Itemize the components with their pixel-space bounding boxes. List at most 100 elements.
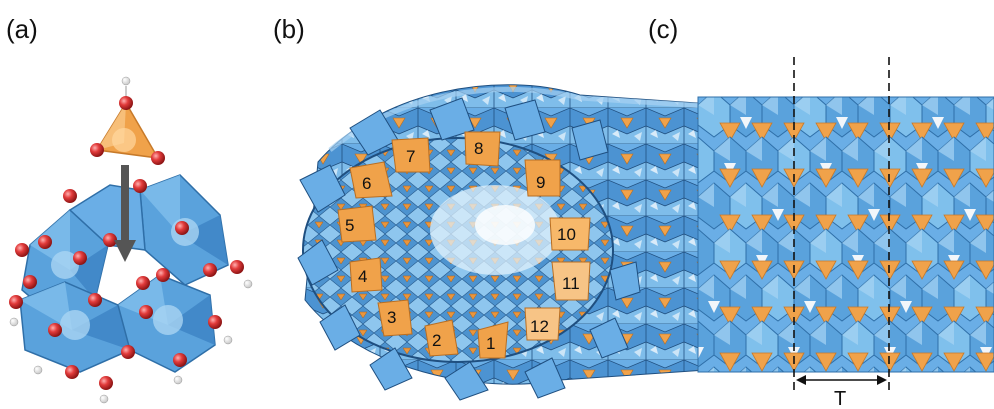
lattice-tetrahedron bbox=[719, 122, 741, 142]
lattice-tetrahedron bbox=[975, 260, 994, 280]
lattice-octahedron-face bbox=[964, 367, 970, 372]
lattice-octahedron-face bbox=[810, 137, 826, 161]
lattice-octahedron-face bbox=[708, 367, 714, 372]
lattice-octahedron-face bbox=[762, 275, 778, 299]
lattice-tetrahedron bbox=[751, 168, 773, 188]
lattice-octahedron-face bbox=[906, 229, 922, 253]
lattice-gap bbox=[804, 301, 816, 313]
lattice-tetrahedron bbox=[911, 352, 933, 372]
lattice-octahedron-face bbox=[778, 229, 794, 253]
lattice-tetrahedron bbox=[815, 352, 837, 372]
tetrahedron-11: 11 bbox=[551, 261, 591, 301]
lattice-octahedron-face bbox=[938, 229, 954, 253]
lattice-octahedron bbox=[771, 366, 785, 372]
lattice-octahedron-face bbox=[836, 367, 842, 372]
ring-number-10: 10 bbox=[557, 225, 576, 244]
lattice-tetrahedron bbox=[815, 168, 837, 188]
lattice-octahedron bbox=[899, 366, 913, 372]
hydrogen-atoms bbox=[9, 279, 253, 404]
lattice-gap bbox=[772, 209, 784, 221]
lattice-octahedron-face bbox=[842, 229, 858, 253]
lattice-tetrahedron bbox=[943, 352, 965, 372]
lattice-octahedron-face bbox=[932, 367, 938, 372]
lattice-tetrahedron bbox=[879, 260, 901, 280]
lattice-octahedron-face bbox=[970, 229, 986, 253]
lattice-octahedron-face bbox=[900, 367, 906, 372]
tetrahedron-10: 10 bbox=[549, 217, 591, 251]
lattice-gap bbox=[932, 393, 944, 405]
tetrahedron-6: 6 bbox=[349, 161, 393, 199]
panel-c-side-view: T bbox=[666, 57, 994, 409]
tetrahedron-2: 2 bbox=[424, 319, 459, 357]
lattice-octahedron-face bbox=[986, 98, 994, 110]
lattice-tetrahedron bbox=[943, 260, 965, 280]
lattice-octahedron-face bbox=[714, 137, 730, 161]
ring-number-5: 5 bbox=[345, 216, 354, 235]
lattice-octahedron-face bbox=[954, 97, 970, 115]
lattice-octahedron-face bbox=[858, 183, 874, 207]
lattice-tetrahedron bbox=[975, 306, 994, 326]
lattice-octahedron-face bbox=[730, 275, 746, 299]
lattice-octahedron-face bbox=[986, 282, 994, 294]
lattice-octahedron-face bbox=[970, 137, 986, 161]
lattice-octahedron-face bbox=[874, 229, 890, 253]
lattice-tetrahedron bbox=[911, 122, 933, 142]
oxygen-atoms bbox=[9, 179, 244, 390]
period-arrow bbox=[796, 375, 887, 385]
lattice-octahedron-face bbox=[970, 321, 986, 345]
ring-number-11: 11 bbox=[562, 274, 580, 293]
tetrahedron-3: 3 bbox=[377, 299, 413, 337]
lattice-octahedron-face bbox=[938, 321, 954, 345]
lattice-octahedron-face bbox=[874, 321, 890, 345]
panel-a-tetrahedron bbox=[90, 76, 165, 165]
tetrahedron-12: 12 bbox=[524, 307, 561, 341]
octahedron-front-right bbox=[117, 274, 216, 373]
lattice-tetrahedron bbox=[879, 306, 901, 326]
lattice-octahedron-face bbox=[746, 137, 762, 161]
lattice-octahedron-face bbox=[794, 275, 810, 299]
lattice-tetrahedron bbox=[815, 306, 837, 326]
lattice-tetrahedron bbox=[911, 306, 933, 326]
lattice-octahedron-face bbox=[890, 183, 906, 207]
panel-label-c: (c) bbox=[648, 14, 678, 44]
lattice-tetrahedron bbox=[911, 168, 933, 188]
lattice-octahedron bbox=[666, 367, 698, 409]
lattice-tetrahedron bbox=[911, 214, 933, 234]
lattice-tetrahedron bbox=[815, 214, 837, 234]
lattice-octahedron-face bbox=[890, 97, 906, 115]
lattice-gap bbox=[932, 117, 944, 129]
lattice-octahedron bbox=[707, 366, 721, 372]
lattice-octahedron bbox=[986, 367, 994, 409]
lattice-octahedron-face bbox=[778, 137, 794, 161]
lattice-octahedron-face bbox=[906, 321, 922, 345]
lattice-gap bbox=[868, 209, 880, 221]
lattice-tetrahedron bbox=[847, 168, 869, 188]
lattice-tetrahedron bbox=[719, 306, 741, 326]
lattice-octahedron-face bbox=[858, 275, 874, 299]
tetrahedron-7: 7 bbox=[391, 137, 431, 173]
lattice-octahedron-face bbox=[810, 229, 826, 253]
lattice-octahedron-face bbox=[842, 137, 858, 161]
lattice-tetrahedron bbox=[751, 352, 773, 372]
lattice-octahedron-face bbox=[794, 183, 810, 207]
lattice-gap bbox=[740, 117, 752, 129]
ring-number-9: 9 bbox=[536, 173, 545, 192]
lattice-tetrahedron bbox=[815, 122, 837, 142]
lattice-octahedron-face bbox=[826, 275, 842, 299]
lattice-octahedron-face bbox=[868, 367, 874, 372]
tetrahedron-8: 8 bbox=[464, 131, 501, 167]
lattice-tetrahedron bbox=[975, 352, 994, 372]
lattice-tetrahedron bbox=[847, 122, 869, 142]
lattice-tetrahedron bbox=[719, 168, 741, 188]
ring-number-12: 12 bbox=[530, 317, 549, 336]
lattice-tetrahedron bbox=[751, 214, 773, 234]
lattice-octahedron-face bbox=[778, 321, 794, 345]
ring-number-7: 7 bbox=[406, 147, 415, 166]
lattice-octahedron-face bbox=[730, 183, 746, 207]
lattice-tetrahedron bbox=[847, 214, 869, 234]
lattice-tetrahedron bbox=[943, 214, 965, 234]
lattice-tetrahedron bbox=[719, 260, 741, 280]
lattice-tetrahedron bbox=[879, 168, 901, 188]
lattice-tetrahedron bbox=[975, 214, 994, 234]
